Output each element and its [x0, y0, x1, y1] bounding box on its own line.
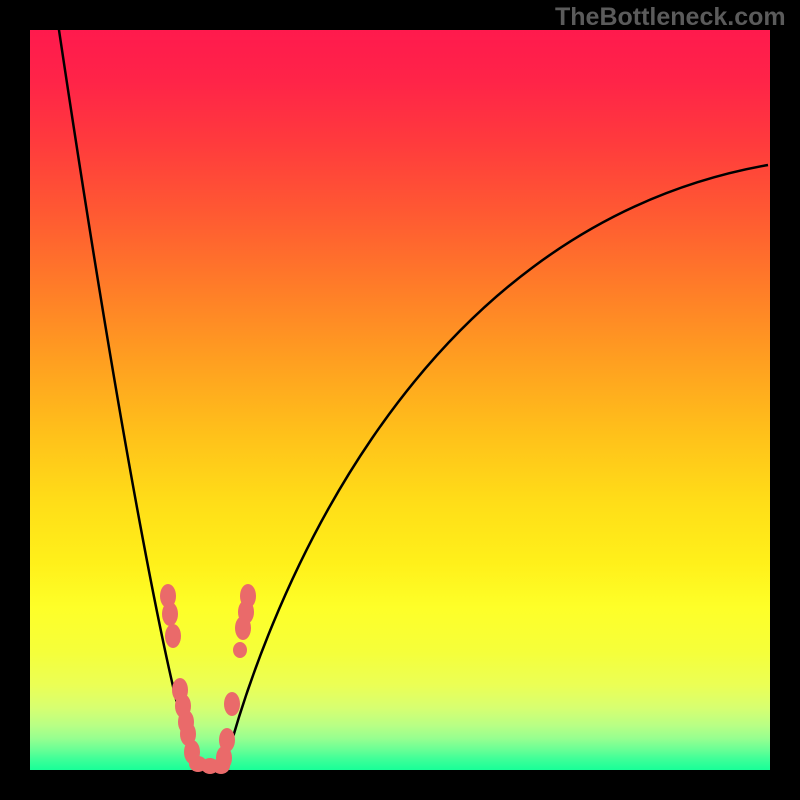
plot-area: [30, 30, 770, 770]
chart-container: TheBottleneck.com: [0, 0, 800, 800]
watermark-text: TheBottleneck.com: [555, 3, 786, 32]
